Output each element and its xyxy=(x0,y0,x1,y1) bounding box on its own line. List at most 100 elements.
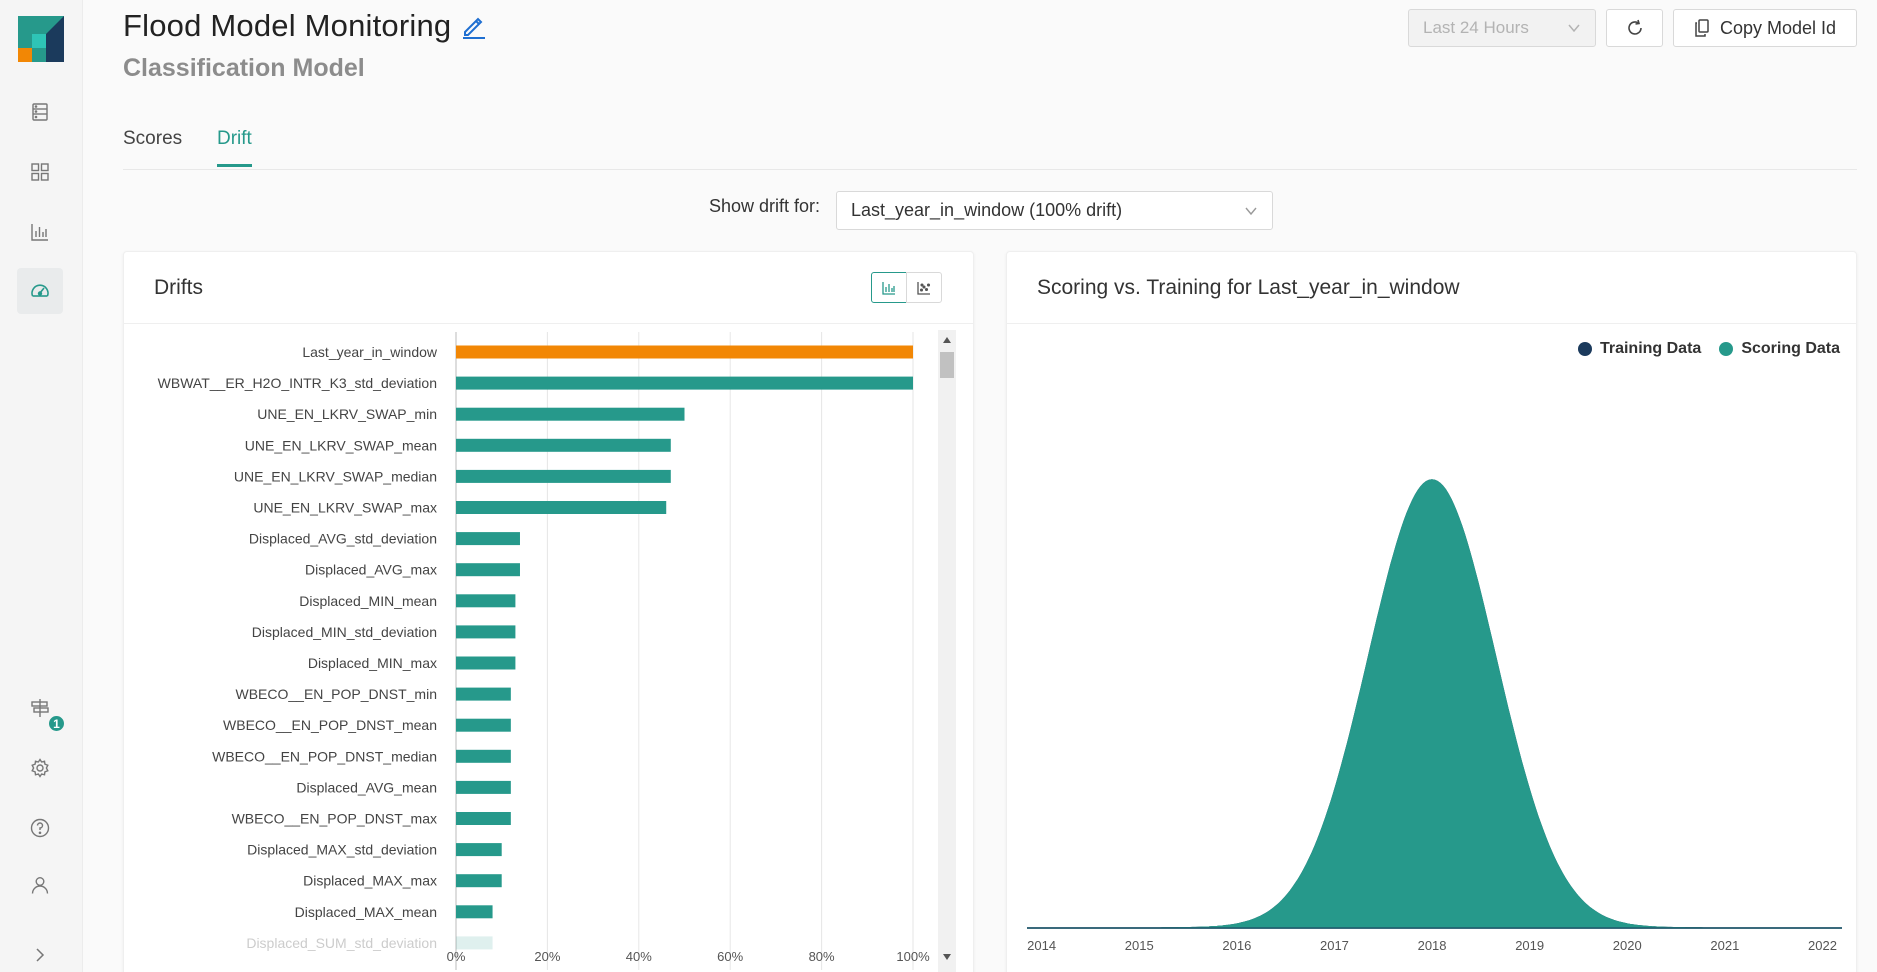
scroll-down-icon[interactable] xyxy=(943,954,951,960)
drift-category-label: WBECO__EN_POP_DNST_mean xyxy=(223,717,437,733)
drift-bar[interactable] xyxy=(456,687,511,701)
x-tick-label: 2016 xyxy=(1222,938,1251,953)
drift-bar[interactable] xyxy=(456,532,520,546)
scroll-up-icon[interactable] xyxy=(943,337,951,343)
x-tick-label: 60% xyxy=(717,949,743,964)
legend-training[interactable]: Training Data xyxy=(1577,340,1702,358)
x-tick-label: 2021 xyxy=(1710,938,1739,953)
drift-bar[interactable] xyxy=(456,345,913,359)
nav-projects[interactable] xyxy=(17,149,63,195)
gauge-icon xyxy=(31,284,49,297)
drift-category-label: Displaced_MIN_max xyxy=(308,655,437,671)
drift-bar[interactable] xyxy=(456,812,511,825)
sidebar-expand[interactable] xyxy=(17,932,63,972)
drift-category-label: Last_year_in_window xyxy=(302,344,438,360)
drift-bar[interactable] xyxy=(456,469,671,483)
drift-bar[interactable] xyxy=(456,874,502,888)
nav-profile[interactable] xyxy=(17,862,63,908)
chevron-down-icon xyxy=(1568,24,1580,33)
show-drift-label: Show drift for: xyxy=(709,196,821,216)
drift-category-label: WBECO__EN_POP_DNST_min xyxy=(235,686,437,702)
drift-category-label: WBECO__EN_POP_DNST_max xyxy=(232,811,437,827)
scroll-thumb[interactable] xyxy=(940,352,954,378)
drift-bar[interactable] xyxy=(456,843,502,857)
scatter-view-toggle[interactable] xyxy=(906,272,942,303)
bar-chart-icon xyxy=(882,281,895,295)
drift-feature-value: Last_year_in_window (100% drift) xyxy=(851,200,1123,220)
nav-analytics[interactable] xyxy=(17,209,63,255)
help-icon xyxy=(30,818,50,838)
signpost-icon xyxy=(31,699,49,717)
drift-bar[interactable] xyxy=(456,905,493,919)
time-range-select[interactable]: Last 24 Hours xyxy=(1408,9,1596,47)
scoring-card-header: Scoring vs. Training for Last_year_in_wi… xyxy=(1007,252,1856,324)
copy-icon xyxy=(1695,19,1709,37)
nav-monitoring[interactable] xyxy=(17,268,63,314)
time-range-value: Last 24 Hours xyxy=(1423,18,1529,37)
scoring-vs-training-card: Scoring vs. Training for Last_year_in_wi… xyxy=(1006,251,1857,972)
drift-scrollbar[interactable] xyxy=(938,330,956,972)
nav-deployments[interactable] xyxy=(17,685,63,731)
drift-bar[interactable] xyxy=(456,563,520,577)
drift-bar[interactable] xyxy=(456,438,671,452)
grid-icon xyxy=(31,163,49,181)
drift-bar[interactable] xyxy=(456,625,516,639)
legend-scoring-label: Scoring Data xyxy=(1741,340,1840,357)
drift-category-label: UNE_EN_LKRV_SWAP_mean xyxy=(245,437,437,453)
drift-category-label: WBECO__EN_POP_DNST_median xyxy=(212,748,437,764)
drift-category-label: Displaced_SUM_std_deviation xyxy=(246,935,437,951)
x-tick-label: 80% xyxy=(809,949,835,964)
x-tick-label: 2019 xyxy=(1515,938,1544,953)
tab-bar: Scores Drift xyxy=(123,124,1857,170)
drifts-card-title: Drifts xyxy=(154,276,203,299)
legend-training-dot xyxy=(1577,342,1592,356)
drift-bar[interactable] xyxy=(456,780,511,794)
x-tick-label: 0% xyxy=(447,949,466,964)
drift-bar[interactable] xyxy=(456,718,511,732)
gear-icon xyxy=(31,758,49,778)
drift-bar[interactable] xyxy=(456,936,493,950)
legend-training-label: Training Data xyxy=(1599,340,1702,357)
tab-scores[interactable]: Scores xyxy=(123,128,183,149)
nav-datasets[interactable] xyxy=(17,89,63,135)
refresh-button[interactable] xyxy=(1606,9,1663,47)
x-tick-label: 2022 xyxy=(1808,938,1837,953)
drift-bar[interactable] xyxy=(456,407,685,421)
edit-icon[interactable] xyxy=(459,11,489,41)
legend-scoring-dot xyxy=(1719,342,1734,356)
chart-legend: Training Data Scoring Data xyxy=(1577,340,1840,358)
legend-scoring[interactable]: Scoring Data xyxy=(1719,340,1840,358)
refresh-icon xyxy=(1627,19,1642,35)
drift-category-label: Displaced_AVG_std_deviation xyxy=(249,531,437,547)
chevron-down-icon xyxy=(1245,207,1257,215)
drift-feature-select[interactable]: Last_year_in_window (100% drift) xyxy=(836,191,1273,230)
drift-category-label: UNE_EN_LKRV_SWAP_median xyxy=(234,468,437,484)
x-tick-label: 2020 xyxy=(1613,938,1642,953)
drift-category-label: Displaced_MAX_mean xyxy=(295,904,437,920)
drift-bar[interactable] xyxy=(456,501,667,514)
scatter-chart-icon xyxy=(917,281,931,295)
drift-bar[interactable] xyxy=(456,594,516,608)
chevron-right-icon xyxy=(36,948,45,962)
x-tick-label: 20% xyxy=(534,949,560,964)
copy-model-id-label: Copy Model Id xyxy=(1719,17,1837,38)
tab-drift[interactable]: Drift xyxy=(217,128,252,167)
drift-bar[interactable] xyxy=(456,376,913,390)
drift-bar[interactable] xyxy=(456,749,511,763)
bar-view-toggle[interactable] xyxy=(871,272,907,303)
nav-settings[interactable] xyxy=(17,745,63,791)
list-icon xyxy=(32,103,48,121)
x-tick-label: 2014 xyxy=(1027,938,1056,953)
drift-category-label: WBWAT__ER_H2O_INTR_K3_std_deviation xyxy=(158,375,437,391)
copy-model-id-button[interactable]: Copy Model Id xyxy=(1673,9,1857,47)
notification-badge: 1 xyxy=(47,714,66,733)
scoring-area[interactable] xyxy=(1027,479,1842,929)
drift-bar[interactable] xyxy=(456,656,516,670)
x-tick-label: 2017 xyxy=(1320,938,1349,953)
drift-category-label: Displaced_AVG_max xyxy=(305,562,437,578)
x-tick-label: 2018 xyxy=(1418,938,1447,953)
app-logo[interactable] xyxy=(18,16,64,62)
x-tick-label: 40% xyxy=(626,949,652,964)
drift-category-label: UNE_EN_LKRV_SWAP_max xyxy=(253,500,437,516)
nav-help[interactable] xyxy=(17,805,63,851)
